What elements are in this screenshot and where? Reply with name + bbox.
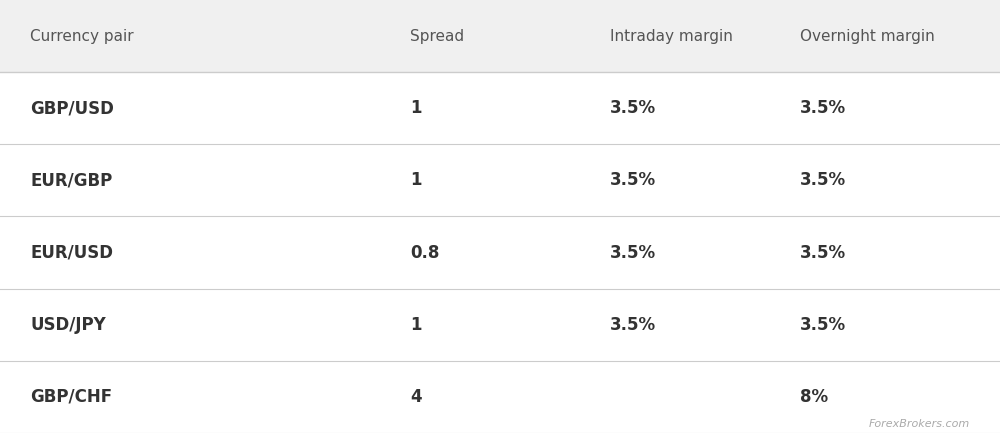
FancyBboxPatch shape [0, 144, 1000, 216]
Text: Overnight margin: Overnight margin [800, 29, 935, 44]
Text: 3.5%: 3.5% [610, 171, 656, 189]
Text: 3.5%: 3.5% [800, 316, 846, 334]
Text: 3.5%: 3.5% [800, 244, 846, 262]
Text: USD/JPY: USD/JPY [30, 316, 106, 334]
Text: 3.5%: 3.5% [610, 316, 656, 334]
Text: ForexBrokers.com: ForexBrokers.com [869, 419, 970, 429]
Text: Intraday margin: Intraday margin [610, 29, 733, 44]
Text: GBP/USD: GBP/USD [30, 99, 114, 117]
FancyBboxPatch shape [0, 361, 1000, 433]
Text: 4: 4 [410, 388, 422, 406]
Text: Currency pair: Currency pair [30, 29, 134, 44]
Text: 3.5%: 3.5% [800, 99, 846, 117]
Text: 3.5%: 3.5% [610, 99, 656, 117]
FancyBboxPatch shape [0, 72, 1000, 144]
Text: Spread: Spread [410, 29, 464, 44]
Text: EUR/USD: EUR/USD [30, 244, 113, 262]
Text: GBP/CHF: GBP/CHF [30, 388, 112, 406]
Text: 1: 1 [410, 171, 422, 189]
Text: EUR/GBP: EUR/GBP [30, 171, 112, 189]
FancyBboxPatch shape [0, 289, 1000, 361]
Text: 0.8: 0.8 [410, 244, 439, 262]
FancyBboxPatch shape [0, 216, 1000, 289]
Text: 1: 1 [410, 99, 422, 117]
FancyBboxPatch shape [0, 0, 1000, 72]
Text: 3.5%: 3.5% [800, 171, 846, 189]
Text: 1: 1 [410, 316, 422, 334]
Text: 3.5%: 3.5% [610, 244, 656, 262]
Text: 8%: 8% [800, 388, 828, 406]
